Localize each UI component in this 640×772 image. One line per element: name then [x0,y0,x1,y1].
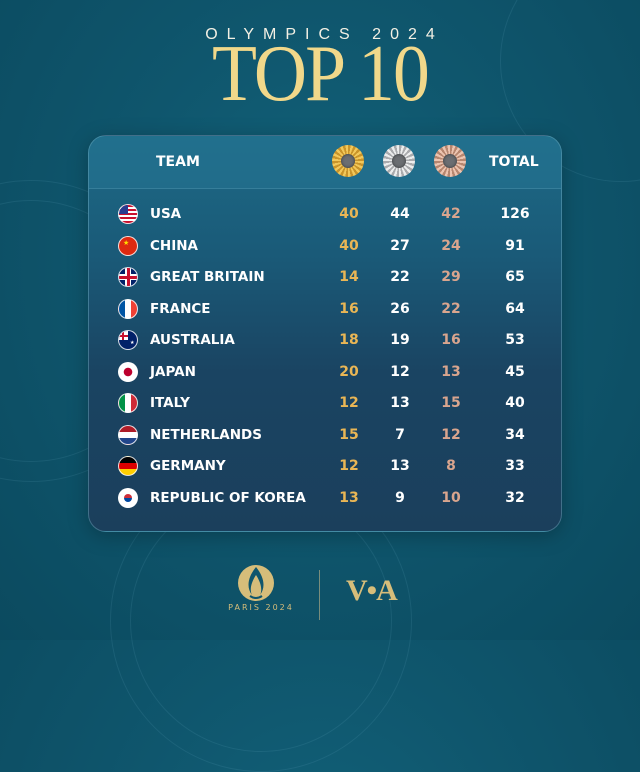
table-row: FRANCE 16 26 22 64 [89,295,561,327]
flag-korea-icon [118,487,138,508]
table-header: TEAM TOTAL [89,136,561,189]
paris-2024-label: PARIS 2024 [228,603,294,612]
bronze-medal-icon [434,145,466,177]
total-count: 53 [505,332,525,348]
total-count: 65 [505,269,525,285]
total-count: 33 [505,458,525,474]
total-count: 91 [505,237,525,254]
table-row: ★ CHINA 40 27 24 91 [89,232,561,264]
silver-count: 19 [390,332,410,348]
column-header-team: TEAM [156,154,200,170]
flag-china-icon: ★ [118,235,138,256]
table-row: REPUBLIC OF KOREA 13 9 10 32 [89,484,561,516]
gold-count: 20 [339,363,359,380]
table-row: ★ AUSTRALIA 18 19 16 53 [89,326,561,358]
column-header-total: TOTAL [489,154,539,170]
header-subtitle: OLYMPICS 2024 [205,26,444,43]
voa-logo: V•A [346,574,398,607]
team-name: ITALY [150,395,190,411]
bronze-count: 24 [441,237,461,254]
silver-count: 44 [390,206,410,222]
silver-count: 12 [390,363,410,380]
flag-italy-icon [118,393,138,413]
team-name: GREAT BRITAIN [150,269,265,285]
gold-count: 40 [339,206,359,222]
flag-germany-icon [118,456,138,476]
flag-great-britain-icon [118,267,138,287]
gold-count: 18 [339,332,359,348]
bronze-count: 8 [446,458,456,474]
table-row: ITALY 12 13 15 40 [89,389,561,421]
gold-count: 16 [339,300,359,317]
silver-count: 9 [395,489,405,506]
bronze-count: 29 [441,269,461,285]
table-row: USA 40 44 42 126 [89,200,561,232]
gold-count: 14 [339,269,359,285]
flag-netherlands-icon [118,424,138,445]
flag-france-icon [118,298,138,319]
bronze-count: 16 [441,332,461,348]
paris-2024-logo-icon [238,565,274,601]
page-title: TOP 10 [212,30,430,118]
total-count: 34 [505,426,525,443]
bronze-count: 13 [441,363,461,380]
silver-medal-icon [383,145,415,177]
bronze-count: 15 [441,395,461,411]
bronze-count: 12 [441,426,461,443]
total-count: 64 [505,300,525,317]
team-name: JAPAN [150,363,196,380]
medal-table: TEAM TOTAL USA 40 44 42 126 ★ CHINA 40 2… [88,135,562,532]
silver-count: 26 [390,300,410,317]
gold-count: 40 [339,237,359,254]
bronze-count: 42 [441,206,461,222]
total-count: 126 [500,206,530,222]
team-name: NETHERLANDS [150,426,262,443]
silver-count: 13 [390,395,410,411]
team-name: REPUBLIC OF KOREA [150,489,306,506]
flag-australia-icon: ★ [118,330,138,350]
table-row: GERMANY 12 13 8 33 [89,452,561,484]
team-name: FRANCE [150,300,211,317]
total-count: 45 [505,363,525,380]
gold-count: 12 [339,458,359,474]
team-name: GERMANY [150,458,226,474]
bronze-count: 10 [441,489,461,506]
gold-count: 12 [339,395,359,411]
gold-count: 15 [339,426,359,443]
silver-count: 7 [395,426,405,443]
footer-divider [319,570,320,620]
flag-japan-icon [118,361,138,382]
total-count: 32 [505,489,525,506]
team-name: AUSTRALIA [150,332,235,348]
flag-usa-icon [118,204,138,224]
table-body: USA 40 44 42 126 ★ CHINA 40 27 24 91 GRE… [89,200,561,515]
gold-medal-icon [332,145,364,177]
bronze-count: 22 [441,300,461,317]
table-row: NETHERLANDS 15 7 12 34 [89,421,561,453]
total-count: 40 [505,395,525,411]
silver-count: 13 [390,458,410,474]
silver-count: 27 [390,237,410,254]
team-name: USA [150,206,182,222]
gold-count: 13 [339,489,359,506]
silver-count: 22 [390,269,410,285]
table-row: JAPAN 20 12 13 45 [89,358,561,390]
table-row: GREAT BRITAIN 14 22 29 65 [89,263,561,295]
team-name: CHINA [150,237,198,254]
